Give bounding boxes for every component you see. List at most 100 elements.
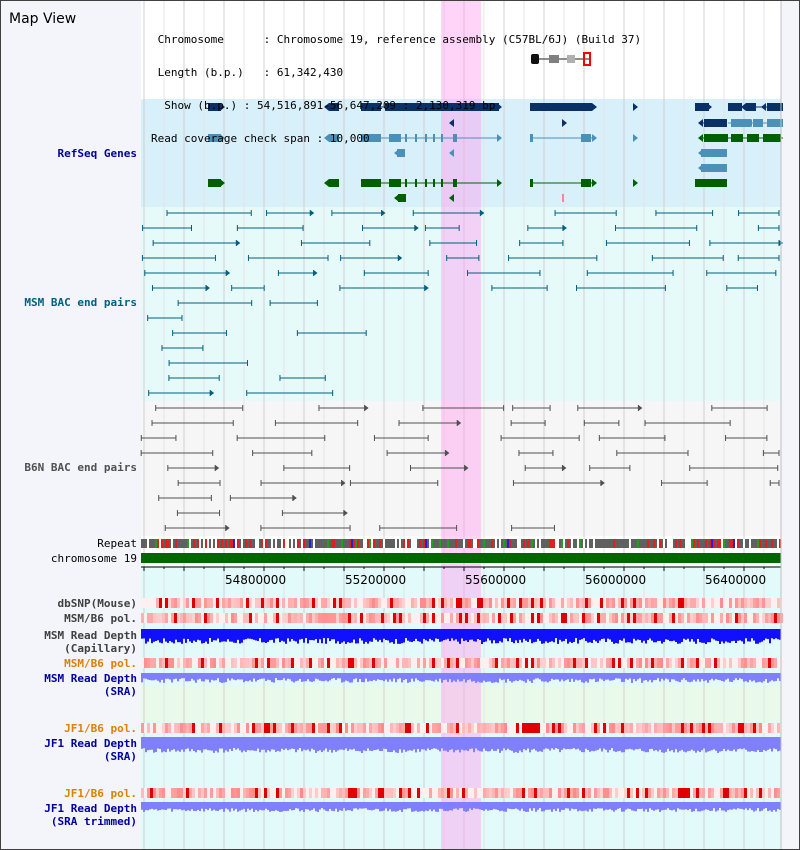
track-label-jf1-b6-pol[interactable]: JF1/B6 pol. — [64, 722, 137, 735]
read-depth-bar — [279, 737, 281, 752]
read-depth-bar — [145, 737, 147, 753]
polymorphism-cell — [663, 788, 666, 798]
track-label-msm-bac[interactable]: MSM BAC end pairs — [24, 296, 137, 309]
read-depth-bar — [753, 629, 755, 641]
read-depth-bar — [591, 629, 593, 643]
read-depth-bar — [269, 737, 271, 752]
track-label-chromosome[interactable]: chromosome 19 — [50, 552, 137, 565]
ideogram-band — [549, 55, 559, 63]
track-label-b6n-bac[interactable]: B6N BAC end pairs — [24, 461, 137, 474]
read-depth-bar — [155, 673, 157, 680]
polymorphism-cell — [159, 613, 162, 623]
polymorphism-cell — [450, 658, 453, 668]
polymorphism-cell — [513, 658, 516, 668]
polymorphism-cell — [606, 723, 609, 733]
track-label-refseq[interactable]: RefSeq Genes — [57, 147, 137, 160]
track-label-msm-read-depth-capillary[interactable]: MSM Read Depth (Capillary) — [44, 629, 137, 655]
track-label-msm-read-depth-sra[interactable]: MSM Read Depth (SRA) — [44, 672, 137, 698]
read-depth-bar — [635, 802, 637, 812]
track-label-jf1-b6-pol-2[interactable]: JF1/B6 pol. — [64, 787, 137, 800]
read-depth-bar — [615, 673, 617, 679]
read-depth-bar — [281, 673, 283, 680]
gene-arrow — [633, 179, 638, 187]
read-depth-bar — [423, 802, 425, 812]
polymorphism-cell — [318, 788, 321, 798]
read-depth-bar — [391, 802, 393, 812]
polymorphism-cell — [147, 723, 150, 733]
read-depth-bar — [333, 737, 335, 750]
repeat-element — [553, 539, 555, 548]
read-depth-bar — [737, 673, 739, 681]
polymorphism-cell — [456, 613, 459, 623]
polymorphism-cell — [504, 598, 507, 608]
polymorphism-cell — [288, 788, 291, 798]
polymorphism-cell — [273, 613, 276, 623]
read-depth-bar — [235, 673, 237, 681]
read-depth-bar — [287, 737, 289, 751]
read-depth-bar — [663, 629, 665, 642]
polymorphism-cell — [552, 658, 555, 668]
polymorphism-cell — [288, 598, 291, 608]
track-label-dbsnp[interactable]: dbSNP(Mouse) — [57, 597, 137, 610]
read-depth-bar — [743, 802, 745, 810]
polymorphism-cell — [522, 658, 525, 668]
polymorphism-cell — [180, 788, 183, 798]
read-depth-bar — [689, 802, 691, 810]
read-depth-bar — [735, 629, 737, 644]
read-depth-bar — [583, 802, 585, 811]
track-label-msm-b6-pol[interactable]: MSM/B6 pol. — [64, 612, 137, 625]
polymorphism-cell — [684, 613, 687, 623]
read-depth-bar — [537, 802, 539, 810]
polymorphism-cell — [369, 788, 372, 798]
read-depth-bar — [205, 673, 207, 680]
track-label-repeat[interactable]: Repeat — [97, 537, 137, 550]
polymorphism-cell — [297, 598, 300, 608]
read-depth-bar — [243, 629, 245, 640]
read-depth-bar — [181, 802, 183, 811]
repeat-element — [407, 539, 409, 548]
polymorphism-cell — [375, 658, 378, 668]
read-depth-bar — [159, 673, 161, 683]
repeat-element — [771, 539, 773, 548]
polymorphism-cell — [534, 613, 537, 623]
track-label-msm-b6-pol-2[interactable]: MSM/B6 pol. — [64, 657, 137, 670]
polymorphism-cell — [666, 598, 669, 608]
read-depth-bar — [487, 673, 489, 682]
read-depth-bar — [639, 629, 641, 641]
polymorphism-cell — [315, 658, 318, 668]
repeat-element — [775, 539, 777, 548]
read-depth-bar — [599, 673, 601, 679]
read-depth-bar — [397, 629, 399, 644]
read-depth-bar — [525, 673, 527, 683]
polymorphism-cell — [150, 613, 153, 623]
read-depth-bar — [361, 737, 363, 753]
repeat-element — [225, 539, 227, 548]
read-depth-bar — [439, 802, 441, 809]
polymorphism-cell — [468, 723, 471, 733]
read-depth-bar — [629, 673, 631, 679]
repeat-element — [765, 539, 767, 548]
repeat-element — [359, 539, 361, 548]
read-depth-bar — [287, 629, 289, 639]
read-depth-bar — [469, 673, 471, 680]
read-depth-bar — [757, 737, 759, 751]
polymorphism-cell — [291, 658, 294, 668]
read-depth-bar — [453, 802, 455, 809]
polymorphism-cell — [210, 723, 213, 733]
read-depth-bar — [317, 629, 319, 643]
polymorphism-cell — [165, 598, 168, 608]
show-line: Show (b.p.) : 54,516,891-56,647,209 : 2,… — [164, 99, 496, 112]
repeat-element — [441, 539, 443, 548]
polymorphism-cell — [222, 613, 225, 623]
track-label-jf1-read-depth-trimmed[interactable]: JF1 Read Depth (SRA trimmed) — [44, 802, 137, 828]
polymorphism-cell — [585, 658, 588, 668]
polymorphism-cell — [570, 658, 573, 668]
polymorphism-cell — [609, 658, 612, 668]
read-depth-bar — [431, 629, 433, 641]
track-label-jf1-read-depth-sra[interactable]: JF1 Read Depth (SRA) — [44, 737, 137, 763]
read-depth-bar — [455, 629, 457, 640]
read-depth-bar — [763, 802, 765, 809]
read-depth-bar — [413, 802, 415, 812]
read-depth-bar — [515, 802, 517, 809]
